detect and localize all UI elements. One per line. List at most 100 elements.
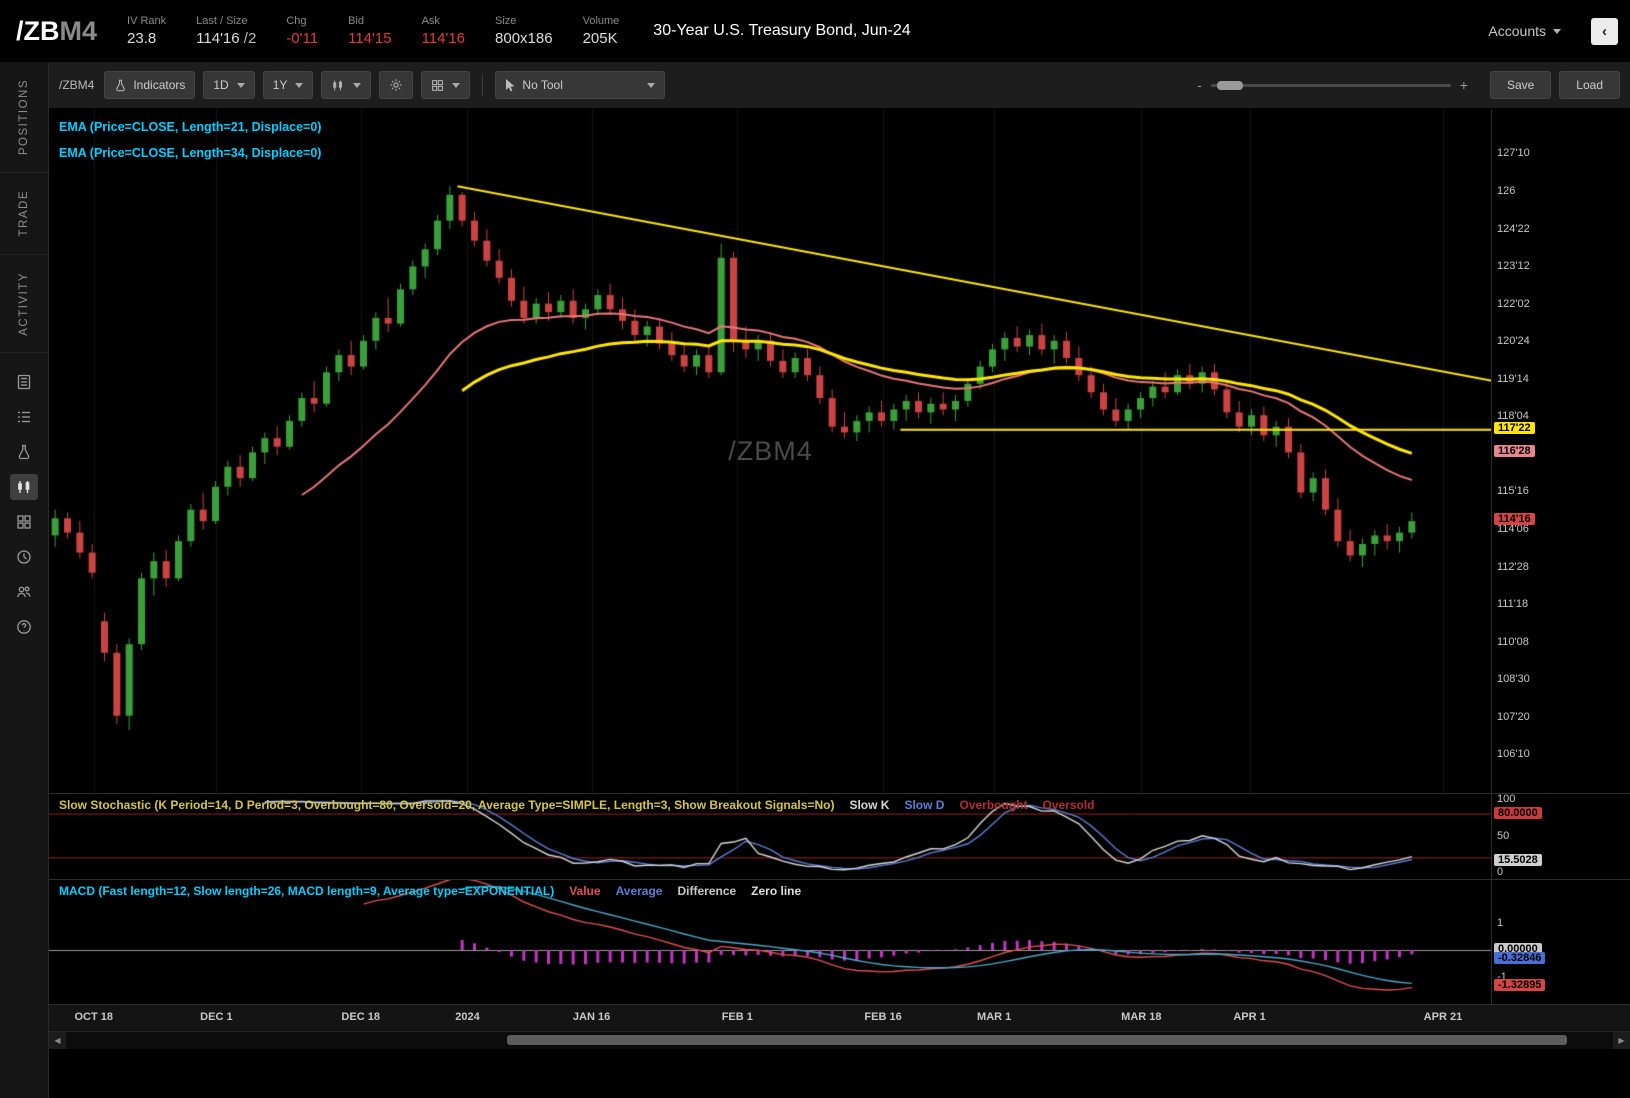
stochastic-label-row: Slow Stochastic (K Period=14, D Period=3…: [59, 798, 1095, 812]
time-axis-label: MAR 1: [977, 1011, 1012, 1023]
load-button[interactable]: Load: [1559, 71, 1620, 99]
chart-grid-dropdown[interactable]: [421, 71, 471, 99]
chart-module: /ZBM4 Indicators 1D 1Y: [49, 62, 1630, 1098]
price-axis-label: 123'12: [1497, 260, 1530, 273]
help-icon[interactable]: [10, 614, 38, 640]
ema21-label: EMA (Price=CLOSE, Length=21, Displace=0): [59, 120, 322, 134]
price-chart-canvas[interactable]: [49, 109, 1492, 793]
scroll-right-arrow-icon[interactable]: ▶: [1613, 1032, 1630, 1049]
chevron-down-icon: [295, 82, 304, 88]
chevron-down-icon: [647, 82, 656, 88]
sidebar-tab-activity[interactable]: ACTIVITY: [0, 255, 48, 354]
stochastic-title: Slow Stochastic (K Period=14, D Period=3…: [59, 798, 835, 812]
zoom-control: - +: [1197, 77, 1468, 93]
quote-header: /ZBM4 IV Rank 23.8 Last / Size 114'16 /2…: [0, 0, 1630, 62]
stochastic-axis[interactable]: 100 50 0 80.0000 15.5028: [1491, 793, 1630, 879]
zoom-out-button[interactable]: -: [1197, 77, 1202, 93]
legend-zero-line: Zero line: [751, 884, 802, 898]
chevron-down-icon: [1553, 28, 1561, 34]
horizontal-scrollbar[interactable]: ◀ ▶: [49, 1031, 1630, 1049]
macd-axis-label: -1: [1497, 971, 1507, 984]
price-axis-badge: 116'28: [1494, 445, 1535, 458]
chart-icon[interactable]: [10, 474, 38, 501]
grid-icon[interactable]: [10, 509, 38, 535]
time-axis-label: 2024: [455, 1011, 480, 1023]
price-axis-label: 107'20: [1497, 710, 1530, 723]
macd-title: MACD (Fast length=12, Slow length=26, MA…: [59, 884, 555, 898]
stochastic-axis-label: 50: [1497, 829, 1510, 842]
chevron-down-icon: [236, 82, 245, 88]
time-axis-label: APR 1: [1233, 1011, 1266, 1023]
clock-icon[interactable]: [10, 544, 38, 570]
macd-canvas[interactable]: [49, 880, 1492, 1004]
drawing-tool-dropdown[interactable]: No Tool: [495, 71, 666, 99]
toolbar-separator: [482, 74, 484, 96]
zoom-slider[interactable]: [1210, 80, 1451, 90]
sidebar-tab-trade[interactable]: TRADE: [0, 173, 48, 255]
zoom-in-button[interactable]: +: [1459, 77, 1468, 93]
symbol-title: /ZBM4: [16, 16, 97, 47]
price-axis-label: 110'08: [1497, 635, 1529, 648]
price-axis-label: 122'02: [1497, 297, 1530, 310]
price-axis-label: 119'14: [1497, 372, 1529, 385]
macd-pane[interactable]: MACD (Fast length=12, Slow length=26, MA…: [49, 879, 1630, 1004]
price-axis-label: 127'10: [1497, 147, 1530, 160]
price-axis-label: 112'28: [1497, 560, 1529, 573]
chart-style-dropdown[interactable]: [321, 71, 372, 99]
stochastic-axis-badge: 80.0000: [1494, 806, 1542, 819]
stochastic-axis-label: 0: [1497, 866, 1504, 878]
time-axis[interactable]: OCT 18 DEC 1 DEC 18 2024 JAN 16 FEB 1 FEB 16 MA…: [49, 1004, 1630, 1031]
time-axis-label: FEB 1: [721, 1011, 753, 1023]
price-axis-label: 124'22: [1497, 222, 1530, 235]
interval-dropdown[interactable]: 1D: [203, 71, 255, 99]
indicators-button[interactable]: Indicators: [104, 71, 196, 99]
time-axis-label: OCT 18: [74, 1011, 113, 1023]
macd-axis-badge: -0.32846: [1494, 951, 1546, 964]
chevron-down-icon: [452, 82, 461, 88]
stat-last-size: Last / Size 114'16 /2: [196, 15, 257, 47]
legend-slow-d: Slow D: [904, 798, 945, 812]
study-labels: EMA (Price=CLOSE, Length=21, Displace=0)…: [59, 115, 321, 166]
stat-volume: Volume 205K: [582, 15, 620, 47]
chart-settings-button[interactable]: [379, 71, 414, 99]
collapse-panel-button[interactable]: ‹: [1591, 17, 1618, 45]
stochastic-axis-label: 100: [1497, 793, 1516, 805]
stat-size: Size 800x186: [495, 15, 553, 47]
time-axis-label: FEB 16: [864, 1011, 902, 1023]
cursor-icon: [506, 78, 515, 91]
beaker-icon[interactable]: [10, 439, 38, 465]
range-dropdown[interactable]: 1Y: [262, 71, 314, 99]
price-axis-label: 126: [1497, 184, 1516, 197]
scroll-left-arrow-icon[interactable]: ◀: [49, 1032, 66, 1049]
stochastic-canvas[interactable]: [49, 794, 1492, 879]
scrollbar-thumb[interactable]: [507, 1035, 1567, 1045]
price-axis[interactable]: 127'10 126 124'22 123'12 122'02 120'24 119'14 1…: [1491, 109, 1630, 793]
zoom-slider-handle[interactable]: [1216, 80, 1243, 90]
stat-ask: Ask 114'16: [421, 15, 466, 47]
price-axis-badge: 117'22: [1494, 421, 1535, 434]
users-icon[interactable]: [10, 579, 38, 605]
stat-iv-rank: IV Rank 23.8: [127, 15, 167, 47]
ema34-label: EMA (Price=CLOSE, Length=34, Displace=0): [59, 145, 322, 160]
chevron-down-icon: [353, 82, 362, 88]
price-axis-label: 114'06: [1497, 523, 1529, 536]
list-icon[interactable]: [10, 404, 38, 430]
time-axis-label: APR 21: [1423, 1011, 1463, 1023]
contract-title: 30-Year U.S. Treasury Bond, Jun-24: [653, 22, 911, 39]
price-axis-badge: 114'16: [1494, 513, 1535, 526]
legend-difference: Difference: [677, 884, 737, 898]
grid-icon: [432, 79, 444, 91]
price-pane[interactable]: /ZBM4 EMA (Price=CLOSE, Length=21, Displ…: [49, 109, 1630, 793]
sidebar-tab-positions[interactable]: POSITIONS: [0, 62, 48, 174]
calculator-icon[interactable]: [10, 369, 38, 395]
accounts-dropdown[interactable]: Accounts: [1488, 23, 1561, 39]
chart-toolbar: /ZBM4 Indicators 1D 1Y: [49, 62, 1630, 109]
left-sidebar: POSITIONS TRADE ACTIVITY: [0, 62, 49, 1098]
stochastic-pane[interactable]: Slow Stochastic (K Period=14, D Period=3…: [49, 793, 1630, 879]
price-axis-label: 108'30: [1497, 673, 1530, 686]
save-button[interactable]: Save: [1489, 71, 1552, 99]
macd-axis[interactable]: 1 -1 0.00000 -0.32846 -1.32895: [1491, 880, 1630, 1004]
price-axis-label: 115'16: [1497, 485, 1529, 498]
legend-value: Value: [569, 884, 601, 898]
